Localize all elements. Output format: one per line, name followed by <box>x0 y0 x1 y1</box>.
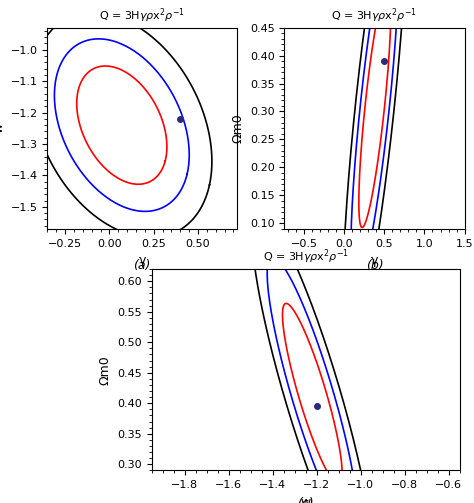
Title: Q = 3H$\gamma\rho$x$^2\rho^{-1}$: Q = 3H$\gamma\rho$x$^2\rho^{-1}$ <box>99 6 185 25</box>
Text: (b): (b) <box>365 259 383 272</box>
X-axis label: γ: γ <box>138 254 146 267</box>
Y-axis label: Ωm0: Ωm0 <box>231 113 245 143</box>
X-axis label: w: w <box>301 495 311 503</box>
Y-axis label: Ωm0: Ωm0 <box>99 355 112 385</box>
Title: Q = 3H$\gamma\rho$x$^2\rho^{-1}$: Q = 3H$\gamma\rho$x$^2\rho^{-1}$ <box>331 6 418 25</box>
Title: Q = 3H$\gamma\rho$x$^2\rho^{-1}$: Q = 3H$\gamma\rho$x$^2\rho^{-1}$ <box>263 247 349 266</box>
X-axis label: γ: γ <box>371 254 378 267</box>
Text: (c): (c) <box>297 496 314 503</box>
Text: (a): (a) <box>134 259 151 272</box>
Y-axis label: w: w <box>0 123 5 133</box>
